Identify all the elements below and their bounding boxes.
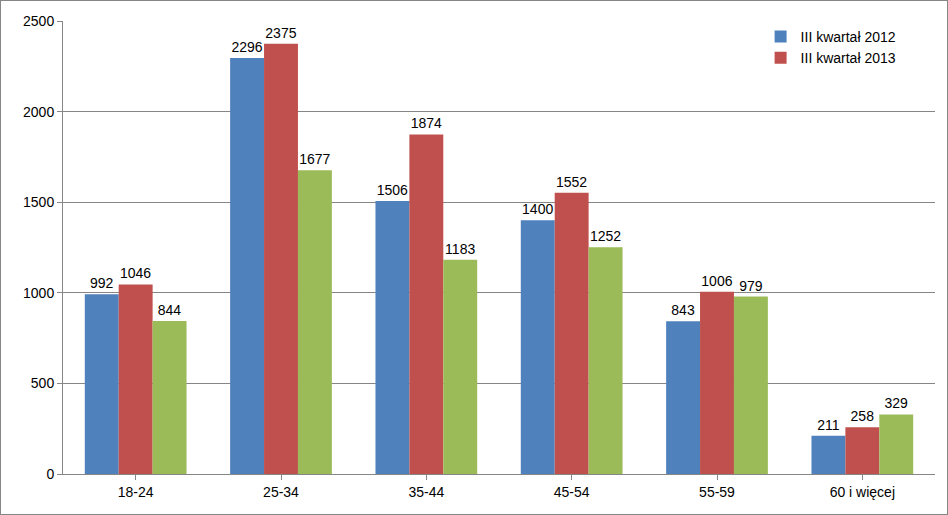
svg-text:329: 329 (884, 395, 908, 411)
svg-text:1677: 1677 (299, 151, 330, 167)
svg-text:2375: 2375 (265, 25, 296, 41)
svg-text:60 i więcej: 60 i więcej (830, 484, 895, 500)
svg-text:1046: 1046 (120, 265, 151, 281)
svg-text:1874: 1874 (411, 115, 442, 131)
svg-text:III kwartał 2012: III kwartał 2012 (801, 29, 896, 45)
svg-text:0: 0 (46, 466, 54, 482)
svg-text:1506: 1506 (377, 182, 408, 198)
svg-text:1400: 1400 (522, 201, 553, 217)
svg-text:2500: 2500 (23, 13, 54, 29)
svg-text:1252: 1252 (590, 228, 621, 244)
svg-text:III kwartał 2013: III kwartał 2013 (801, 50, 896, 66)
svg-text:18-24: 18-24 (118, 484, 154, 500)
svg-text:2296: 2296 (231, 39, 262, 55)
svg-text:35-44: 35-44 (408, 484, 444, 500)
svg-text:992: 992 (90, 275, 114, 291)
svg-text:1006: 1006 (701, 273, 732, 289)
svg-text:500: 500 (31, 375, 55, 391)
svg-text:211: 211 (817, 417, 840, 433)
svg-text:2000: 2000 (23, 104, 54, 120)
svg-text:844: 844 (158, 302, 182, 318)
svg-text:258: 258 (851, 408, 875, 424)
svg-text:1552: 1552 (556, 174, 587, 190)
svg-text:25-34: 25-34 (263, 484, 299, 500)
svg-text:979: 979 (739, 278, 763, 294)
svg-text:1500: 1500 (23, 194, 54, 210)
svg-text:45-54: 45-54 (554, 484, 590, 500)
svg-text:55-59: 55-59 (699, 484, 735, 500)
svg-text:843: 843 (671, 302, 695, 318)
svg-text:1000: 1000 (23, 285, 54, 301)
svg-text:1183: 1183 (445, 241, 475, 257)
